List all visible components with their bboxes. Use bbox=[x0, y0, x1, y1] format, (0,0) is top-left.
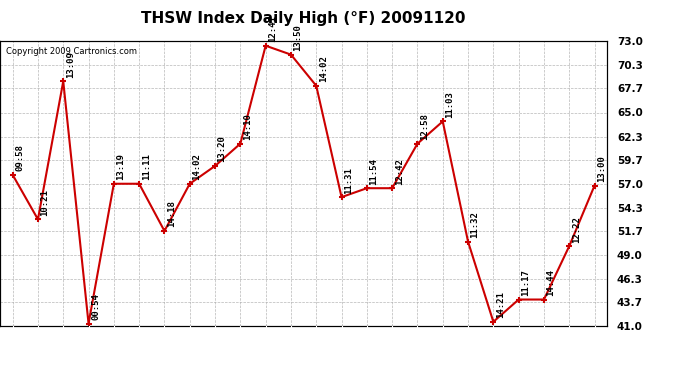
Text: 14:18: 14:18 bbox=[167, 201, 176, 227]
Text: 11/10: 11/10 bbox=[351, 334, 382, 344]
Text: 11/11: 11/11 bbox=[377, 334, 408, 344]
Text: 11/17: 11/17 bbox=[529, 334, 560, 344]
Text: 13:20: 13:20 bbox=[217, 135, 226, 162]
Text: 11:54: 11:54 bbox=[369, 158, 378, 184]
Text: 10/31: 10/31 bbox=[73, 334, 104, 344]
Text: 10/30: 10/30 bbox=[48, 334, 79, 344]
Text: 11/06: 11/06 bbox=[250, 334, 282, 344]
Text: 11/07: 11/07 bbox=[275, 334, 306, 344]
Text: 11/01: 11/01 bbox=[98, 334, 130, 344]
Text: 11/03: 11/03 bbox=[174, 334, 206, 344]
Text: THSW Index Daily High (°F) 20091120: THSW Index Daily High (°F) 20091120 bbox=[141, 11, 466, 26]
Text: 00:54: 00:54 bbox=[91, 293, 100, 320]
Text: 11:17: 11:17 bbox=[521, 269, 530, 296]
Text: 14:02: 14:02 bbox=[319, 56, 328, 82]
Text: 10/29: 10/29 bbox=[22, 334, 54, 344]
Text: 11/13: 11/13 bbox=[427, 334, 458, 344]
Text: 11/01: 11/01 bbox=[124, 334, 155, 344]
Text: 11:11: 11:11 bbox=[141, 153, 150, 180]
Text: 14:02: 14:02 bbox=[193, 153, 201, 180]
Text: 11/05: 11/05 bbox=[225, 334, 256, 344]
Text: 14:44: 14:44 bbox=[546, 269, 555, 296]
Text: Copyright 2009 Cartronics.com: Copyright 2009 Cartronics.com bbox=[6, 47, 137, 56]
Text: 11/18: 11/18 bbox=[553, 334, 585, 344]
Text: 13:19: 13:19 bbox=[117, 153, 126, 180]
Text: 13:09: 13:09 bbox=[66, 51, 75, 78]
Text: 11/16: 11/16 bbox=[503, 334, 534, 344]
Text: 13:00: 13:00 bbox=[597, 155, 606, 182]
Text: 11:03: 11:03 bbox=[445, 91, 454, 118]
Text: 12:22: 12:22 bbox=[572, 216, 581, 243]
Text: 11/04: 11/04 bbox=[199, 334, 230, 344]
Text: 14:21: 14:21 bbox=[496, 291, 505, 318]
Text: 14:10: 14:10 bbox=[243, 113, 252, 140]
Text: 12:58: 12:58 bbox=[420, 113, 429, 140]
Text: 12:41: 12:41 bbox=[268, 15, 277, 42]
Text: 11/14: 11/14 bbox=[453, 334, 484, 344]
Text: 10:21: 10:21 bbox=[41, 189, 50, 216]
Text: 11:32: 11:32 bbox=[471, 211, 480, 238]
Text: 11/09: 11/09 bbox=[326, 334, 357, 344]
Text: 11/02: 11/02 bbox=[149, 334, 180, 344]
Text: 13:50: 13:50 bbox=[293, 24, 302, 51]
Text: 11:31: 11:31 bbox=[344, 166, 353, 194]
Text: 12:42: 12:42 bbox=[395, 158, 404, 184]
Text: 11/08: 11/08 bbox=[301, 334, 332, 344]
Text: 11/15: 11/15 bbox=[477, 334, 509, 344]
Text: 09:58: 09:58 bbox=[15, 144, 24, 171]
Text: 11/12: 11/12 bbox=[402, 334, 433, 344]
Text: 11/19: 11/19 bbox=[579, 334, 610, 344]
Text: 10/28: 10/28 bbox=[0, 334, 28, 344]
